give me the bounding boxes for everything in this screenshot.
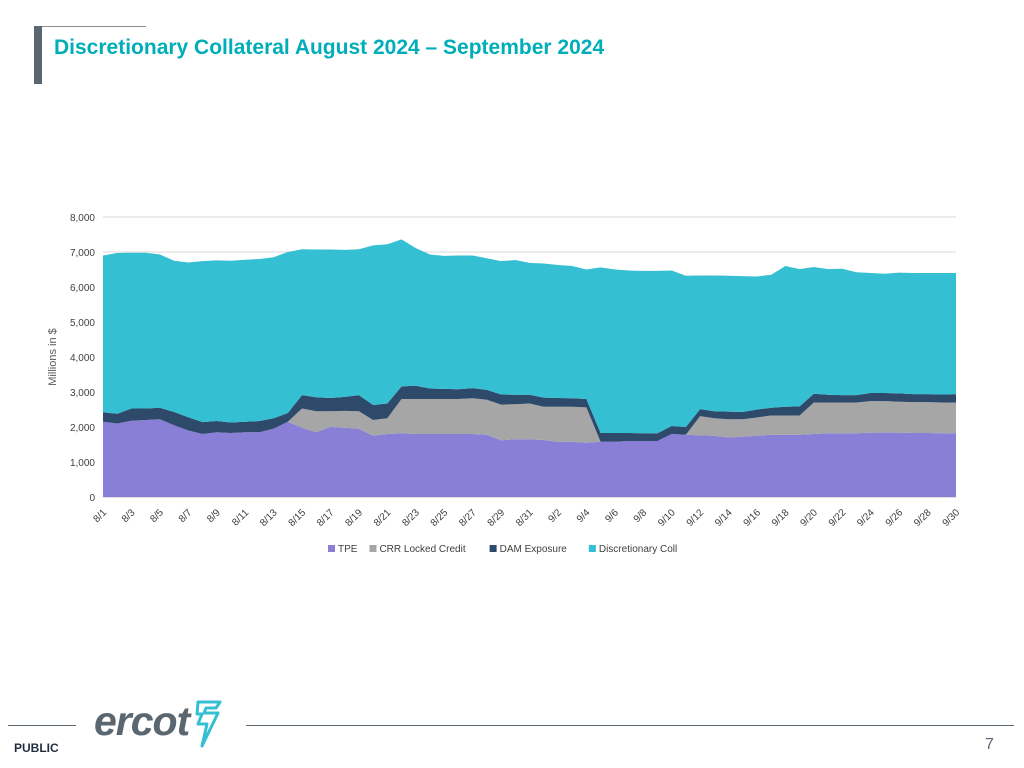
x-tick-label: 8/15 <box>287 507 309 529</box>
x-tick-label: 8/1 <box>92 507 110 525</box>
x-tick-label: 8/5 <box>148 507 166 525</box>
footer-divider-right <box>246 725 1014 726</box>
x-tick-label: 8/7 <box>177 507 195 525</box>
x-tick-label: 8/21 <box>372 507 394 529</box>
logo-wordmark: ercot <box>94 698 190 744</box>
legend-swatch-crr-locked-credit <box>369 545 377 552</box>
x-tick-label: 8/27 <box>457 507 479 529</box>
stacked-area-chart: 0 1,000 2,000 3,000 4,000 5,000 6,000 7,000 8,00… <box>47 213 963 555</box>
x-tick-label: 9/2 <box>546 507 564 525</box>
x-tick-label: 9/26 <box>884 507 906 529</box>
footer-divider-left <box>8 725 76 726</box>
legend-label-discretionary-coll: Discretionary Coll <box>599 544 677 555</box>
x-tick-label: 9/28 <box>912 507 934 529</box>
slide-title: Discretionary Collateral August 2024 – S… <box>54 36 605 59</box>
y-tick-label: 8,000 <box>70 213 95 224</box>
page-number: 7 <box>985 736 994 753</box>
x-tick-label: 9/18 <box>770 507 792 529</box>
legend-swatch-dam-exposure <box>489 545 497 552</box>
y-tick-label: 2,000 <box>70 423 95 434</box>
x-tick-label: 8/23 <box>400 507 422 529</box>
x-tick-label: 9/24 <box>855 507 877 529</box>
x-tick-label: 8/29 <box>486 507 508 529</box>
area-discretionary-coll <box>103 239 956 434</box>
chart-legend: TPE CRR Locked Credit DAM Exposure Discreti… <box>328 544 677 555</box>
legend-label-tpe: TPE <box>338 544 358 555</box>
y-tick-label: 4,000 <box>70 353 95 364</box>
x-tick-label: 9/20 <box>798 507 820 529</box>
x-tick-label: 8/13 <box>258 507 280 529</box>
x-tick-label: 9/8 <box>632 507 650 525</box>
area-dam-exposure <box>103 385 956 442</box>
x-tick-label: 8/17 <box>315 507 337 529</box>
texas-star-logo-icon <box>195 700 222 748</box>
x-tick-label: 9/12 <box>685 507 707 529</box>
x-tick-label: 9/30 <box>941 507 963 529</box>
title-accent-line <box>34 26 146 27</box>
x-tick-label: 8/11 <box>230 507 251 528</box>
x-tick-label: 9/22 <box>827 507 849 529</box>
area-crr-locked-credit <box>103 398 956 443</box>
y-tick-label: 6,000 <box>70 283 95 294</box>
y-tick-label: 0 <box>89 493 95 504</box>
x-tick-label: 8/31 <box>514 507 536 529</box>
title-accent-bar <box>34 26 42 84</box>
x-axis-ticks: 8/1 8/3 8/5 8/7 8/9 8/11 8/13 8/15 8/17 8/19 8/21 8… <box>92 507 963 529</box>
legend-label-dam-exposure: DAM Exposure <box>500 544 568 555</box>
y-tick-label: 1,000 <box>70 458 95 469</box>
y-tick-label: 7,000 <box>70 248 95 259</box>
y-tick-label: 3,000 <box>70 388 95 399</box>
x-tick-label: 9/10 <box>656 507 678 529</box>
y-axis-label: Millions in $ <box>47 328 59 385</box>
x-tick-label: 9/6 <box>603 507 621 525</box>
x-tick-label: 8/9 <box>205 507 223 525</box>
x-tick-label: 9/14 <box>713 507 735 529</box>
chart-areas <box>103 239 956 497</box>
ercot-logo: ercot <box>94 698 234 750</box>
x-tick-label: 8/3 <box>120 507 138 525</box>
y-tick-label: 5,000 <box>70 318 95 329</box>
x-tick-label: 8/19 <box>343 507 365 529</box>
x-tick-label: 8/25 <box>429 507 451 529</box>
x-tick-label: 9/4 <box>575 507 593 525</box>
area-tpe <box>103 419 956 497</box>
y-axis-ticks: 0 1,000 2,000 3,000 4,000 5,000 6,000 7,000 8,00… <box>70 213 95 504</box>
x-tick-label: 9/16 <box>742 507 764 529</box>
legend-label-crr-locked-credit: CRR Locked Credit <box>379 544 465 555</box>
classification-label: PUBLIC <box>14 741 59 755</box>
legend-swatch-tpe <box>328 545 335 552</box>
legend-swatch-discretionary-coll <box>588 545 596 552</box>
